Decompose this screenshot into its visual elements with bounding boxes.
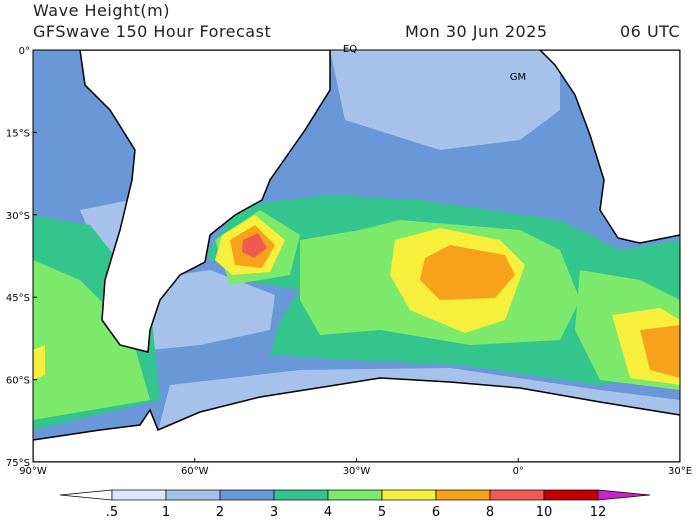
colorbar-label: 4 <box>324 505 332 520</box>
colorbar-high <box>597 489 651 501</box>
equator-label: EQ <box>343 44 357 55</box>
colorbar-label: 5 <box>378 505 386 520</box>
wave-8-10 <box>242 233 267 258</box>
wave-1-2 <box>40 50 560 150</box>
lat-label: 0° <box>19 46 30 57</box>
colorbar-box <box>489 489 545 501</box>
lon-label: 60°W <box>181 466 209 477</box>
axis-labels: 0° 15°S 30°S 45°S 60°S 75°S90°W 60°W 30°W 0° 30°E <box>6 46 692 477</box>
lat-label: 75°S <box>6 458 30 469</box>
antarctica <box>33 377 680 462</box>
lon-label: 0° <box>513 466 524 477</box>
lon-label: 30°E <box>668 466 692 477</box>
date: Mon 30 Jun 2025 <box>405 22 548 41</box>
map-area <box>33 50 680 462</box>
colorbar-box <box>543 489 599 501</box>
colorbar-box <box>327 489 383 501</box>
subtitle: GFSwave 150 Hour Forecast <box>33 22 271 41</box>
wave-1-2 <box>140 270 275 350</box>
lat-label: 45°S <box>6 293 30 304</box>
lat-label: 15°S <box>6 128 30 139</box>
colorbar-box <box>165 489 221 501</box>
lat-label: 30°S <box>6 211 30 222</box>
colorbar-box <box>435 489 491 501</box>
lon-label: 30°W <box>343 466 371 477</box>
colorbar-box <box>111 489 167 501</box>
time: 06 UTC <box>620 22 680 41</box>
colorbar-label: 8 <box>486 505 494 520</box>
colorbar: .5 1 2 3 4 5 6 8 10 12 <box>59 489 651 520</box>
colorbar-label: 10 <box>536 505 553 520</box>
colorbar-box <box>381 489 437 501</box>
colorbar-label: .5 <box>106 505 118 520</box>
colorbar-label: 12 <box>590 505 607 520</box>
colorbar-label: 3 <box>270 505 278 520</box>
title: Wave Height(m) <box>33 1 170 20</box>
wave-4-5 <box>33 260 150 420</box>
africa <box>538 50 680 244</box>
lon-label: 90°W <box>19 466 47 477</box>
south-america <box>79 50 331 353</box>
colorbar-box <box>219 489 275 501</box>
wave-6-8 <box>420 245 515 300</box>
colorbar-label: 6 <box>432 505 440 520</box>
meridian-label: GM <box>510 72 526 83</box>
lat-label: 60°S <box>6 376 30 387</box>
wave-6-8 <box>640 325 680 378</box>
colorbar-box <box>273 489 329 501</box>
colorbar-low <box>59 489 113 501</box>
colorbar-label: 2 <box>216 505 224 520</box>
colorbar-label: 1 <box>162 505 170 520</box>
wave-5-6 <box>33 345 45 380</box>
